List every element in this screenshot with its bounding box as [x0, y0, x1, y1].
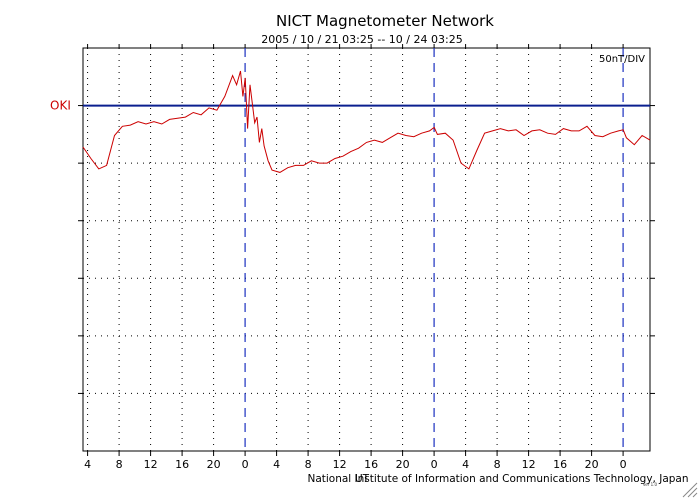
x-tick-label: 0	[431, 458, 438, 471]
x-tick-label: 12	[333, 458, 347, 471]
x-tick-label: 12	[144, 458, 158, 471]
x-tick-label: 8	[305, 458, 312, 471]
chart-title: NICT Magnetometer Network	[276, 12, 494, 30]
x-tick-label: 4	[462, 458, 469, 471]
footer-ut-label: UT	[355, 473, 370, 485]
x-tick-label: 4	[84, 458, 91, 471]
x-tick-label: 8	[494, 458, 501, 471]
x-tick-label: 4	[273, 458, 280, 471]
x-tick-label: 20	[207, 458, 221, 471]
version-stamp: ver 1.0	[643, 482, 658, 487]
x-tick-label: 8	[116, 458, 123, 471]
x-tick-label: 0	[242, 458, 249, 471]
scale-label: 50nT/DIV	[599, 54, 645, 65]
x-tick-label: 20	[585, 458, 599, 471]
x-tick-label: 16	[553, 458, 567, 471]
x-tick-label: 16	[175, 458, 189, 471]
x-tick-label: 12	[522, 458, 536, 471]
x-tick-label: 20	[396, 458, 410, 471]
x-tick-label: 0	[620, 458, 627, 471]
grid-layer	[83, 48, 650, 451]
plot-frame	[82, 47, 651, 452]
station-label: OKI	[50, 99, 71, 113]
resize-grip[interactable]	[682, 482, 698, 498]
day-boundary-layer	[244, 48, 624, 451]
tick-label-layer: 4 8 12 16 20 0 4 8 12 16 20 0 4 8 12 16 20 0	[84, 458, 627, 471]
x-tick-label: 16	[364, 458, 378, 471]
footer-credit: National Institute of Information and Co…	[307, 473, 688, 485]
chart-subtitle: 2005 / 10 / 21 03:25 -- 10 / 24 03:25	[261, 33, 462, 46]
tick-layer	[78, 44, 655, 456]
series-line-oki	[82, 70, 651, 173]
